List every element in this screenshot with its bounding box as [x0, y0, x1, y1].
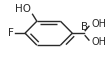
Text: OH: OH — [91, 37, 106, 47]
Text: F: F — [8, 28, 14, 38]
Text: OH: OH — [91, 19, 106, 29]
Text: HO: HO — [15, 4, 31, 14]
Text: B: B — [81, 22, 88, 32]
